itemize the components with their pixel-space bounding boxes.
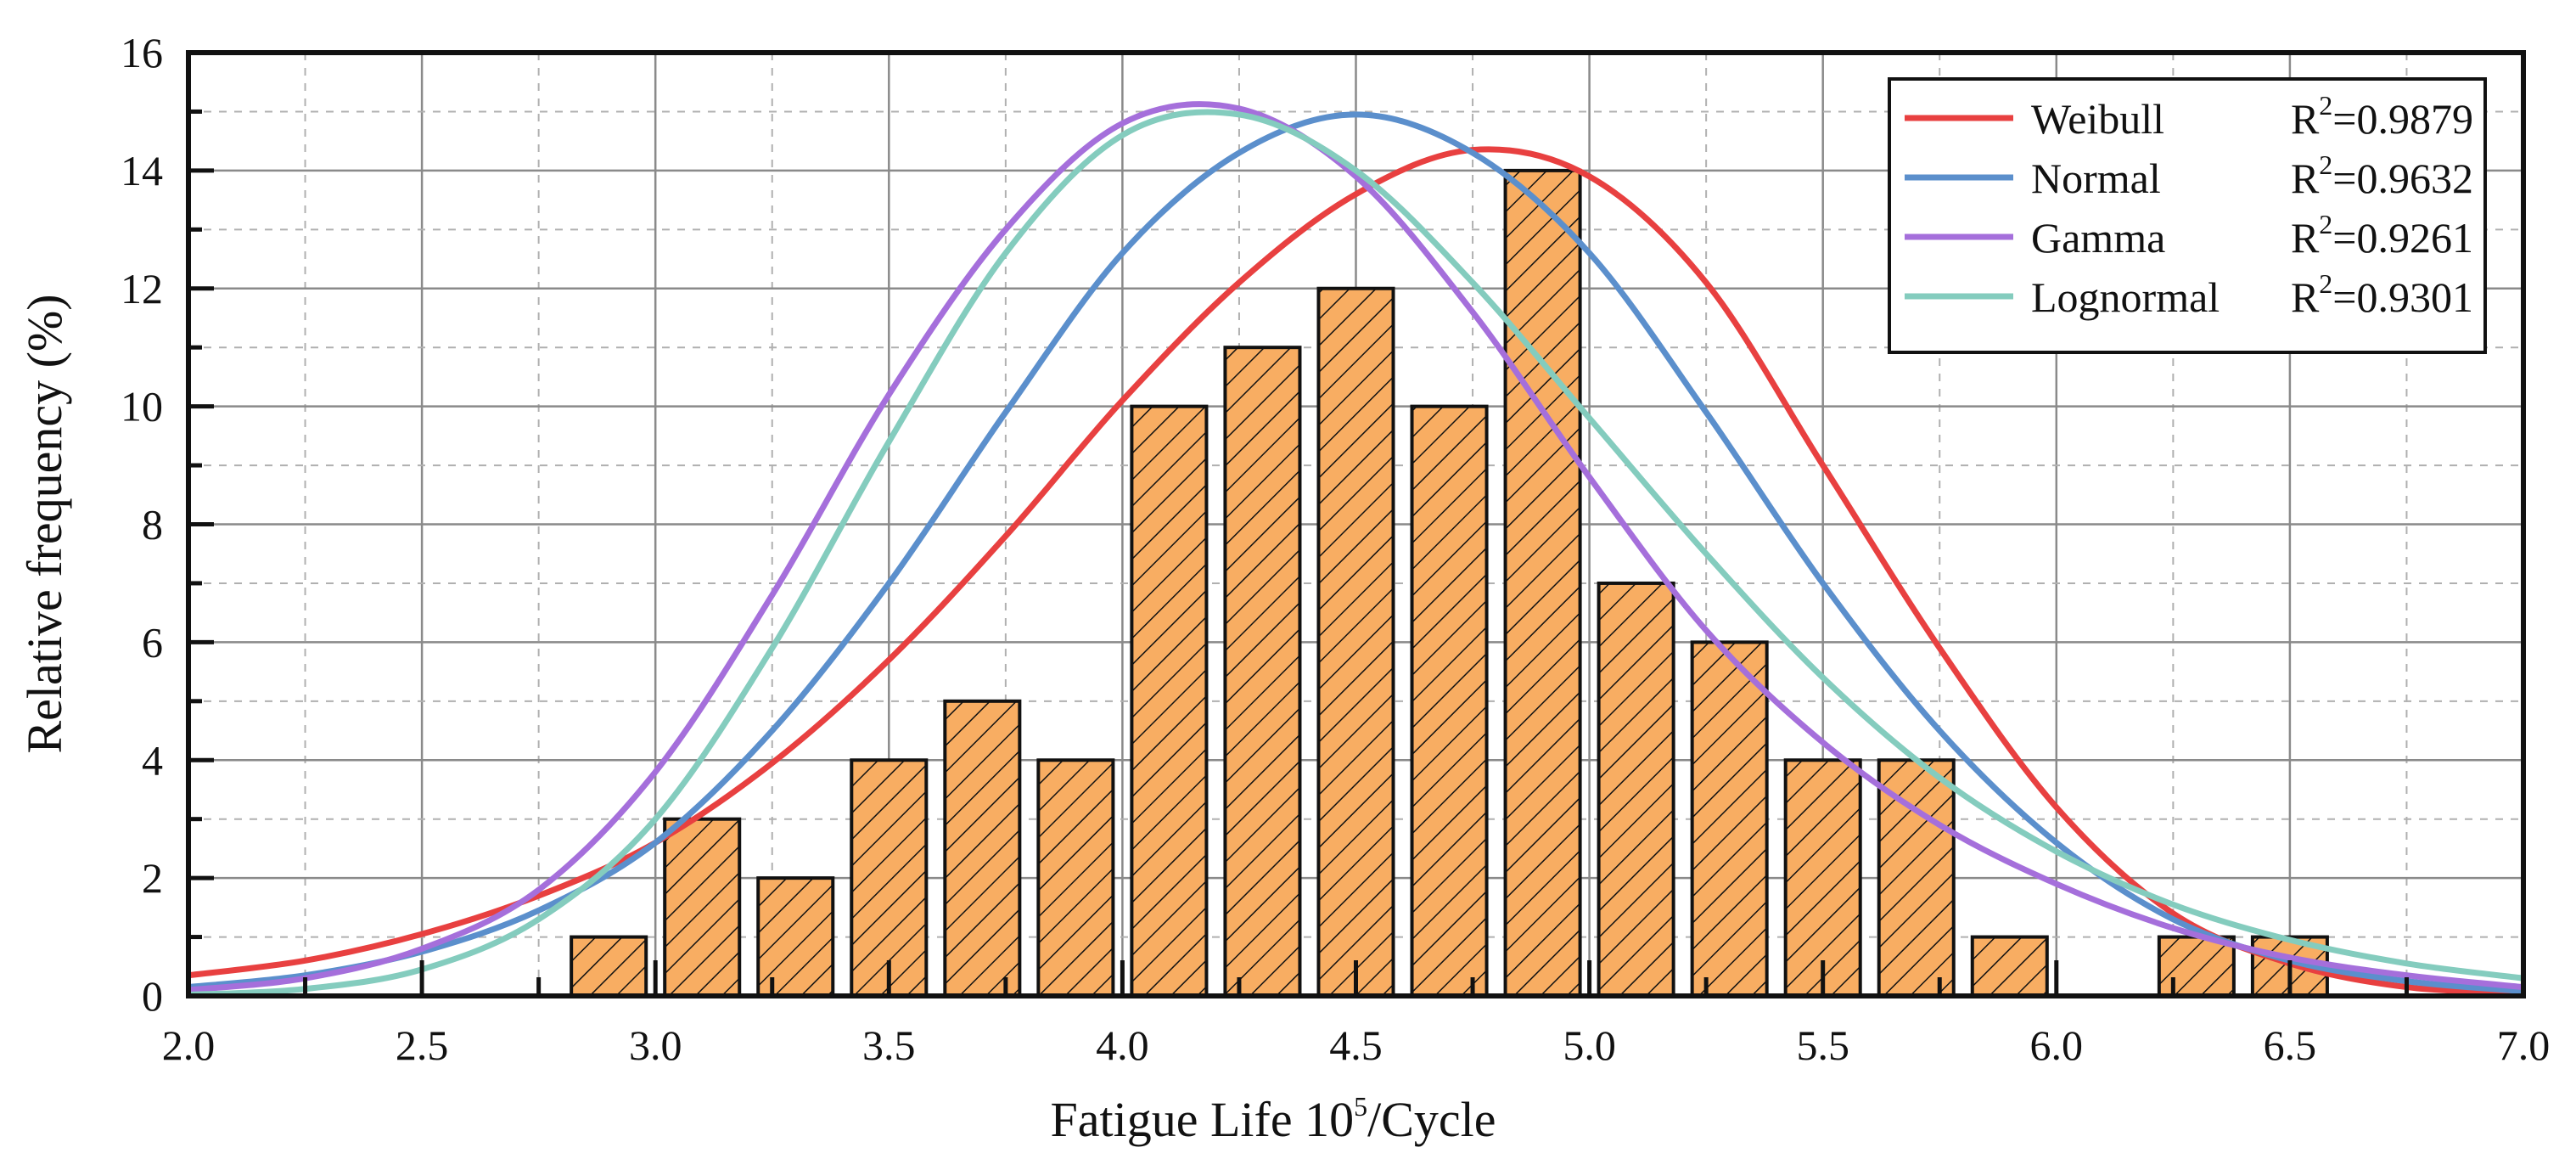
y-axis-title: Relative frequency (%): [17, 294, 72, 753]
x-tick-label: 6.0: [2030, 1021, 2084, 1069]
histogram-bar: [2157, 935, 2236, 998]
bar-hatch: [1036, 758, 1115, 998]
axis-ticks: [186, 50, 2526, 998]
bar-hatch: [1410, 404, 1489, 998]
x-tick-label: 2.5: [396, 1021, 449, 1069]
legend-label: Lognormal: [2031, 273, 2220, 321]
legend-r2: R2=0.9261: [2291, 209, 2473, 262]
y-tick-label: 2: [142, 854, 163, 902]
legend-item-normal: Normal R2=0.9632: [1905, 149, 2473, 202]
fit-curve-gamma: [188, 101, 2523, 993]
histogram-bar: [1036, 758, 1115, 998]
y-tick-labels: 0 2 4 6 8 10 12 14 16: [121, 29, 163, 1020]
y-tick-label: 12: [121, 265, 163, 312]
legend: Weibull R2=0.9879 Normal R2=0.9632 Gamma R2=0…: [1888, 77, 2487, 354]
legend-label: Normal: [2031, 155, 2161, 202]
histogram-bar: [1597, 581, 1675, 998]
y-tick-label: 8: [142, 501, 163, 548]
bar-hatch: [943, 699, 1022, 998]
y-tick-label: 4: [142, 736, 163, 784]
y-tick-label: 16: [121, 29, 163, 76]
legend-r2: R2=0.9879: [2291, 90, 2473, 143]
histogram-bar: [1130, 404, 1209, 998]
x-tick-label: 3.0: [629, 1021, 682, 1069]
x-tick-label: 3.5: [862, 1021, 916, 1069]
x-axis-title: Fatigue Life 105/Cycle: [1051, 1091, 1496, 1147]
fit-curves: [188, 101, 2523, 996]
bar-hatch: [1223, 346, 1302, 998]
bar-hatch: [570, 935, 648, 998]
histogram-bar: [850, 758, 929, 998]
y-tick-label: 0: [142, 972, 163, 1020]
histogram-bar: [1877, 758, 1956, 998]
y-tick-label: 14: [121, 147, 163, 194]
histogram-bar: [1970, 935, 2049, 998]
histogram-bar: [1783, 758, 1862, 998]
bar-hatch: [663, 817, 742, 998]
histogram-bar: [1410, 404, 1489, 998]
legend-label: Weibull: [2031, 95, 2164, 143]
bar-hatch: [1597, 581, 1675, 998]
histogram-bar: [663, 817, 742, 998]
x-tick-label: 7.0: [2497, 1021, 2551, 1069]
y-tick-label: 6: [142, 618, 163, 666]
legend-r2: R2=0.9301: [2291, 268, 2473, 321]
y-tick-label: 10: [121, 383, 163, 430]
bar-hatch: [1970, 935, 2049, 998]
x-tick-label: 6.5: [2264, 1021, 2317, 1069]
x-tick-label: 5.0: [1563, 1021, 1616, 1069]
legend-item-weibull: Weibull R2=0.9879: [1905, 90, 2473, 143]
histogram-bar: [1316, 286, 1395, 998]
legend-box: [1888, 77, 2487, 354]
bar-hatch: [756, 876, 835, 998]
histogram-bar: [756, 876, 835, 998]
histogram-bars: [570, 168, 2329, 998]
x-tick-label: 5.5: [1796, 1021, 1849, 1069]
histogram-bar: [943, 699, 1022, 998]
x-tick-label: 2.0: [162, 1021, 216, 1069]
histogram-bar: [1503, 168, 1582, 998]
bar-hatch: [2157, 935, 2236, 998]
histogram-bar: [1690, 640, 1769, 998]
legend-item-lognormal: Lognormal R2=0.9301: [1905, 268, 2473, 321]
legend-label: Gamma: [2031, 214, 2165, 262]
histogram-bar: [570, 935, 648, 998]
x-tick-label: 4.0: [1096, 1021, 1149, 1069]
x-tick-labels: 2.0 2.5 3.0 3.5 4.0 4.5 5.0 5.5 6.0 6.5 7.0: [162, 1021, 2551, 1069]
bar-hatch: [1316, 286, 1395, 998]
bar-hatch: [1130, 404, 1209, 998]
fit-curve-lognormal: [188, 109, 2523, 996]
bar-hatch: [1690, 640, 1769, 998]
histogram-bar: [1223, 346, 1302, 998]
legend-item-gamma: Gamma R2=0.9261: [1905, 209, 2473, 262]
legend-r2: R2=0.9632: [2291, 149, 2473, 202]
bar-hatch: [1783, 758, 1862, 998]
x-tick-label: 4.5: [1329, 1021, 1383, 1069]
bar-hatch: [1503, 168, 1582, 998]
